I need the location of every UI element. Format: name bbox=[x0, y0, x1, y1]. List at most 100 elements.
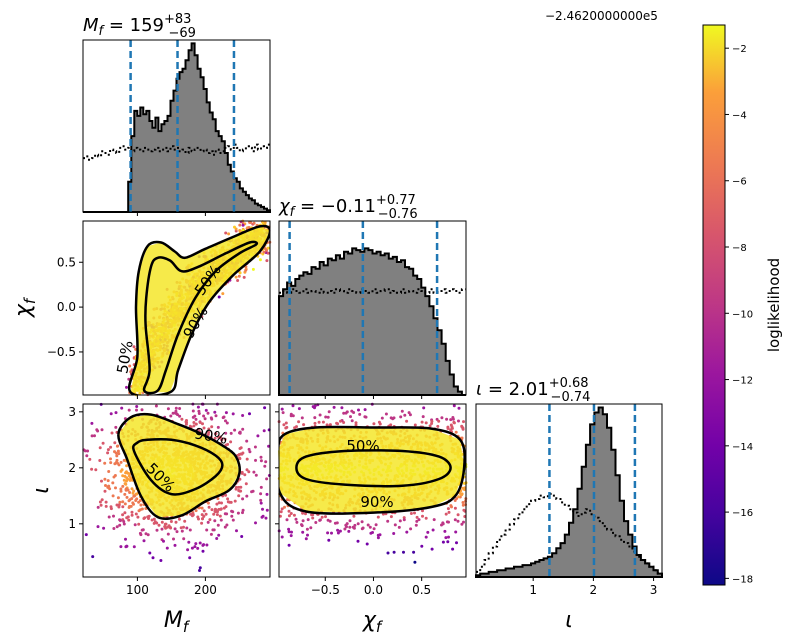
scatter-point bbox=[104, 500, 108, 504]
scatter-point bbox=[234, 275, 238, 279]
y-axis-label-chif: χf bbox=[11, 296, 39, 318]
scatter-point bbox=[128, 491, 132, 494]
scatter-point bbox=[138, 391, 142, 395]
scatter-point bbox=[113, 441, 117, 445]
scatter-point bbox=[352, 526, 356, 530]
scatter-point bbox=[223, 525, 227, 529]
scatter-point bbox=[432, 518, 436, 522]
scatter-point bbox=[206, 501, 210, 505]
scatter-point bbox=[131, 501, 135, 505]
scatter-point bbox=[201, 422, 204, 426]
scatter-point bbox=[409, 527, 413, 531]
scatter-point bbox=[241, 223, 245, 227]
scatter-point bbox=[165, 546, 169, 550]
scatter-point bbox=[103, 477, 107, 481]
scatter-point bbox=[115, 454, 119, 458]
scatter-point bbox=[441, 522, 445, 526]
scatter-point bbox=[285, 498, 289, 502]
scatter-point bbox=[196, 405, 200, 409]
scatter-point bbox=[287, 543, 291, 547]
scatter-point bbox=[280, 535, 284, 539]
scatter-point bbox=[185, 526, 189, 530]
scatter-point bbox=[424, 535, 428, 539]
scatter-point bbox=[135, 497, 139, 501]
scatter-point bbox=[100, 428, 104, 432]
scatter-point bbox=[361, 526, 365, 530]
scatter-point bbox=[217, 501, 221, 505]
scatter-point bbox=[91, 555, 95, 559]
scatter-point bbox=[142, 539, 146, 543]
scatter-point bbox=[125, 385, 128, 389]
scatter-point bbox=[236, 511, 240, 515]
scatter-point bbox=[291, 404, 295, 408]
scatter-point bbox=[422, 406, 426, 410]
scatter-point bbox=[392, 532, 396, 535]
scatter-point bbox=[190, 546, 194, 550]
scatter-point bbox=[137, 509, 141, 513]
scatter-point bbox=[327, 410, 331, 414]
scatter-point bbox=[326, 518, 330, 522]
scatter-point bbox=[292, 513, 296, 517]
colorbar-tick-label: −10 bbox=[732, 309, 753, 320]
scatter-point bbox=[441, 540, 445, 544]
scatter-point bbox=[451, 547, 455, 551]
scatter-point bbox=[389, 416, 393, 420]
scatter-point bbox=[462, 481, 466, 485]
scatter-point bbox=[317, 420, 321, 424]
scatter-point bbox=[302, 423, 306, 427]
scatter-point bbox=[327, 538, 331, 542]
scatter-point bbox=[182, 525, 185, 529]
scatter-point bbox=[249, 221, 252, 224]
scatter-point bbox=[213, 519, 217, 523]
scatter-point bbox=[306, 518, 310, 522]
scatter-point bbox=[132, 545, 136, 549]
scatter-point bbox=[209, 532, 213, 536]
scatter-point bbox=[291, 414, 295, 418]
scatter-point bbox=[216, 425, 220, 429]
scatter-point bbox=[285, 518, 289, 522]
scatter-point bbox=[185, 421, 188, 424]
colorbar-tick-label: −6 bbox=[732, 177, 747, 188]
scatter-point bbox=[186, 548, 190, 552]
scatter-point bbox=[304, 512, 307, 516]
scatter-point bbox=[444, 512, 448, 516]
scatter-point bbox=[176, 413, 179, 417]
scatter-point bbox=[247, 447, 251, 451]
scatter-point bbox=[224, 493, 228, 497]
scatter-point bbox=[215, 513, 219, 517]
scatter-point bbox=[430, 419, 434, 423]
scatter-point bbox=[174, 409, 178, 413]
scatter-point bbox=[127, 499, 131, 503]
scatter-point bbox=[445, 417, 449, 421]
scatter-point bbox=[116, 444, 120, 448]
scatter-point bbox=[287, 514, 291, 518]
scatter-point bbox=[167, 524, 171, 528]
scatter-point bbox=[295, 520, 299, 524]
scatter-point bbox=[376, 533, 380, 537]
scatter-point bbox=[449, 418, 453, 422]
scatter-point bbox=[339, 419, 342, 423]
scatter-point bbox=[363, 415, 367, 419]
scatter-point bbox=[134, 492, 138, 496]
scatter-point bbox=[305, 527, 309, 531]
scatter-point bbox=[237, 274, 241, 278]
scatter-point bbox=[231, 412, 235, 416]
scatter-point bbox=[264, 516, 268, 520]
scatter-point bbox=[169, 520, 173, 523]
scatter-point bbox=[248, 450, 252, 454]
scatter-point bbox=[353, 523, 357, 527]
x-tick-label: 100 bbox=[126, 583, 149, 597]
scatter-point bbox=[306, 533, 309, 537]
scatter-point bbox=[113, 450, 116, 454]
scatter-point bbox=[240, 471, 244, 475]
scatter-point bbox=[140, 408, 144, 412]
scatter-point bbox=[365, 542, 369, 546]
scatter-point bbox=[397, 525, 401, 529]
scatter-point bbox=[125, 495, 129, 499]
scatter-point bbox=[125, 470, 128, 474]
x-tick-label: −0.5 bbox=[311, 583, 340, 597]
scatter-point bbox=[453, 518, 457, 522]
prior-histogram-iota bbox=[476, 492, 662, 575]
scatter-point bbox=[112, 527, 116, 530]
scatter-point bbox=[139, 503, 143, 507]
